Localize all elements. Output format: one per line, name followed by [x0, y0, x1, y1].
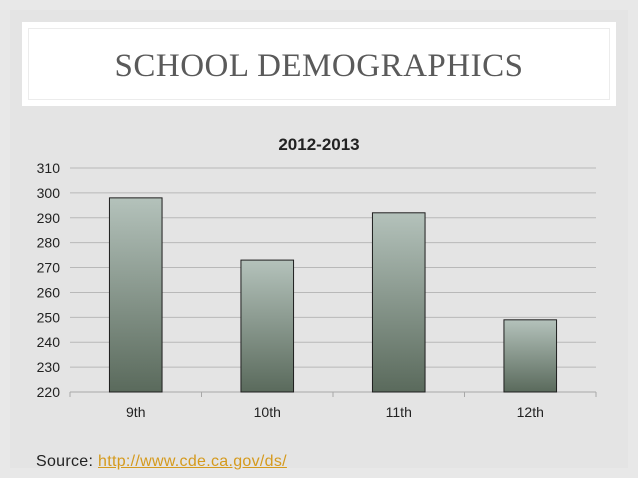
bars	[108, 197, 558, 393]
title-inner: SCHOOL DEMOGRAPHICS	[28, 28, 610, 100]
bar-12th	[503, 319, 558, 393]
source-label: Source:	[36, 453, 94, 470]
x-tick-label: 10th	[254, 404, 281, 420]
x-tick-label: 12th	[517, 404, 544, 420]
y-tick-label: 250	[37, 309, 61, 325]
source-link[interactable]: http://www.cde.ca.gov/ds/	[98, 453, 287, 470]
x-tick-label: 11th	[386, 404, 412, 420]
y-tick-label: 290	[37, 210, 61, 226]
bar-11th	[371, 212, 426, 393]
y-tick-label: 220	[37, 384, 61, 400]
bar-10th	[240, 259, 295, 393]
y-tick-label: 260	[37, 284, 61, 300]
y-axis-ticks: 220 230 240 250 260 270 280 290 300 310	[37, 160, 61, 400]
y-tick-label: 300	[37, 185, 61, 201]
y-tick-label: 310	[37, 160, 61, 176]
y-tick-label: 270	[37, 260, 61, 276]
bar-chart: 2012-2013 220 230 240 250 260 270 280 290 300 310…	[22, 122, 616, 440]
slide-title: SCHOOL DEMOGRAPHICS	[114, 47, 524, 84]
y-tick-label: 230	[37, 359, 61, 375]
chart-title: 2012-2013	[278, 135, 359, 154]
y-tick-label: 240	[37, 334, 61, 350]
x-axis-ticks: 9th 10th 11th 12th	[69, 392, 597, 420]
bar-9th	[108, 197, 163, 393]
chart-svg: 2012-2013 220 230 240 250 260 270 280 290 300 310…	[37, 135, 597, 420]
y-tick-label: 280	[37, 235, 61, 251]
title-box: SCHOOL DEMOGRAPHICS	[22, 22, 616, 106]
x-tick-label: 9th	[126, 404, 145, 420]
source-line: Source: http://www.cde.ca.gov/ds/	[36, 453, 287, 471]
